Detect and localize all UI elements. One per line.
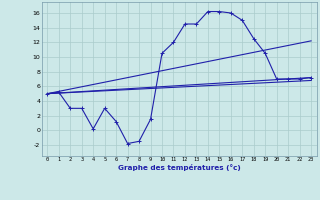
X-axis label: Graphe des températures (°c): Graphe des températures (°c) bbox=[118, 164, 241, 171]
